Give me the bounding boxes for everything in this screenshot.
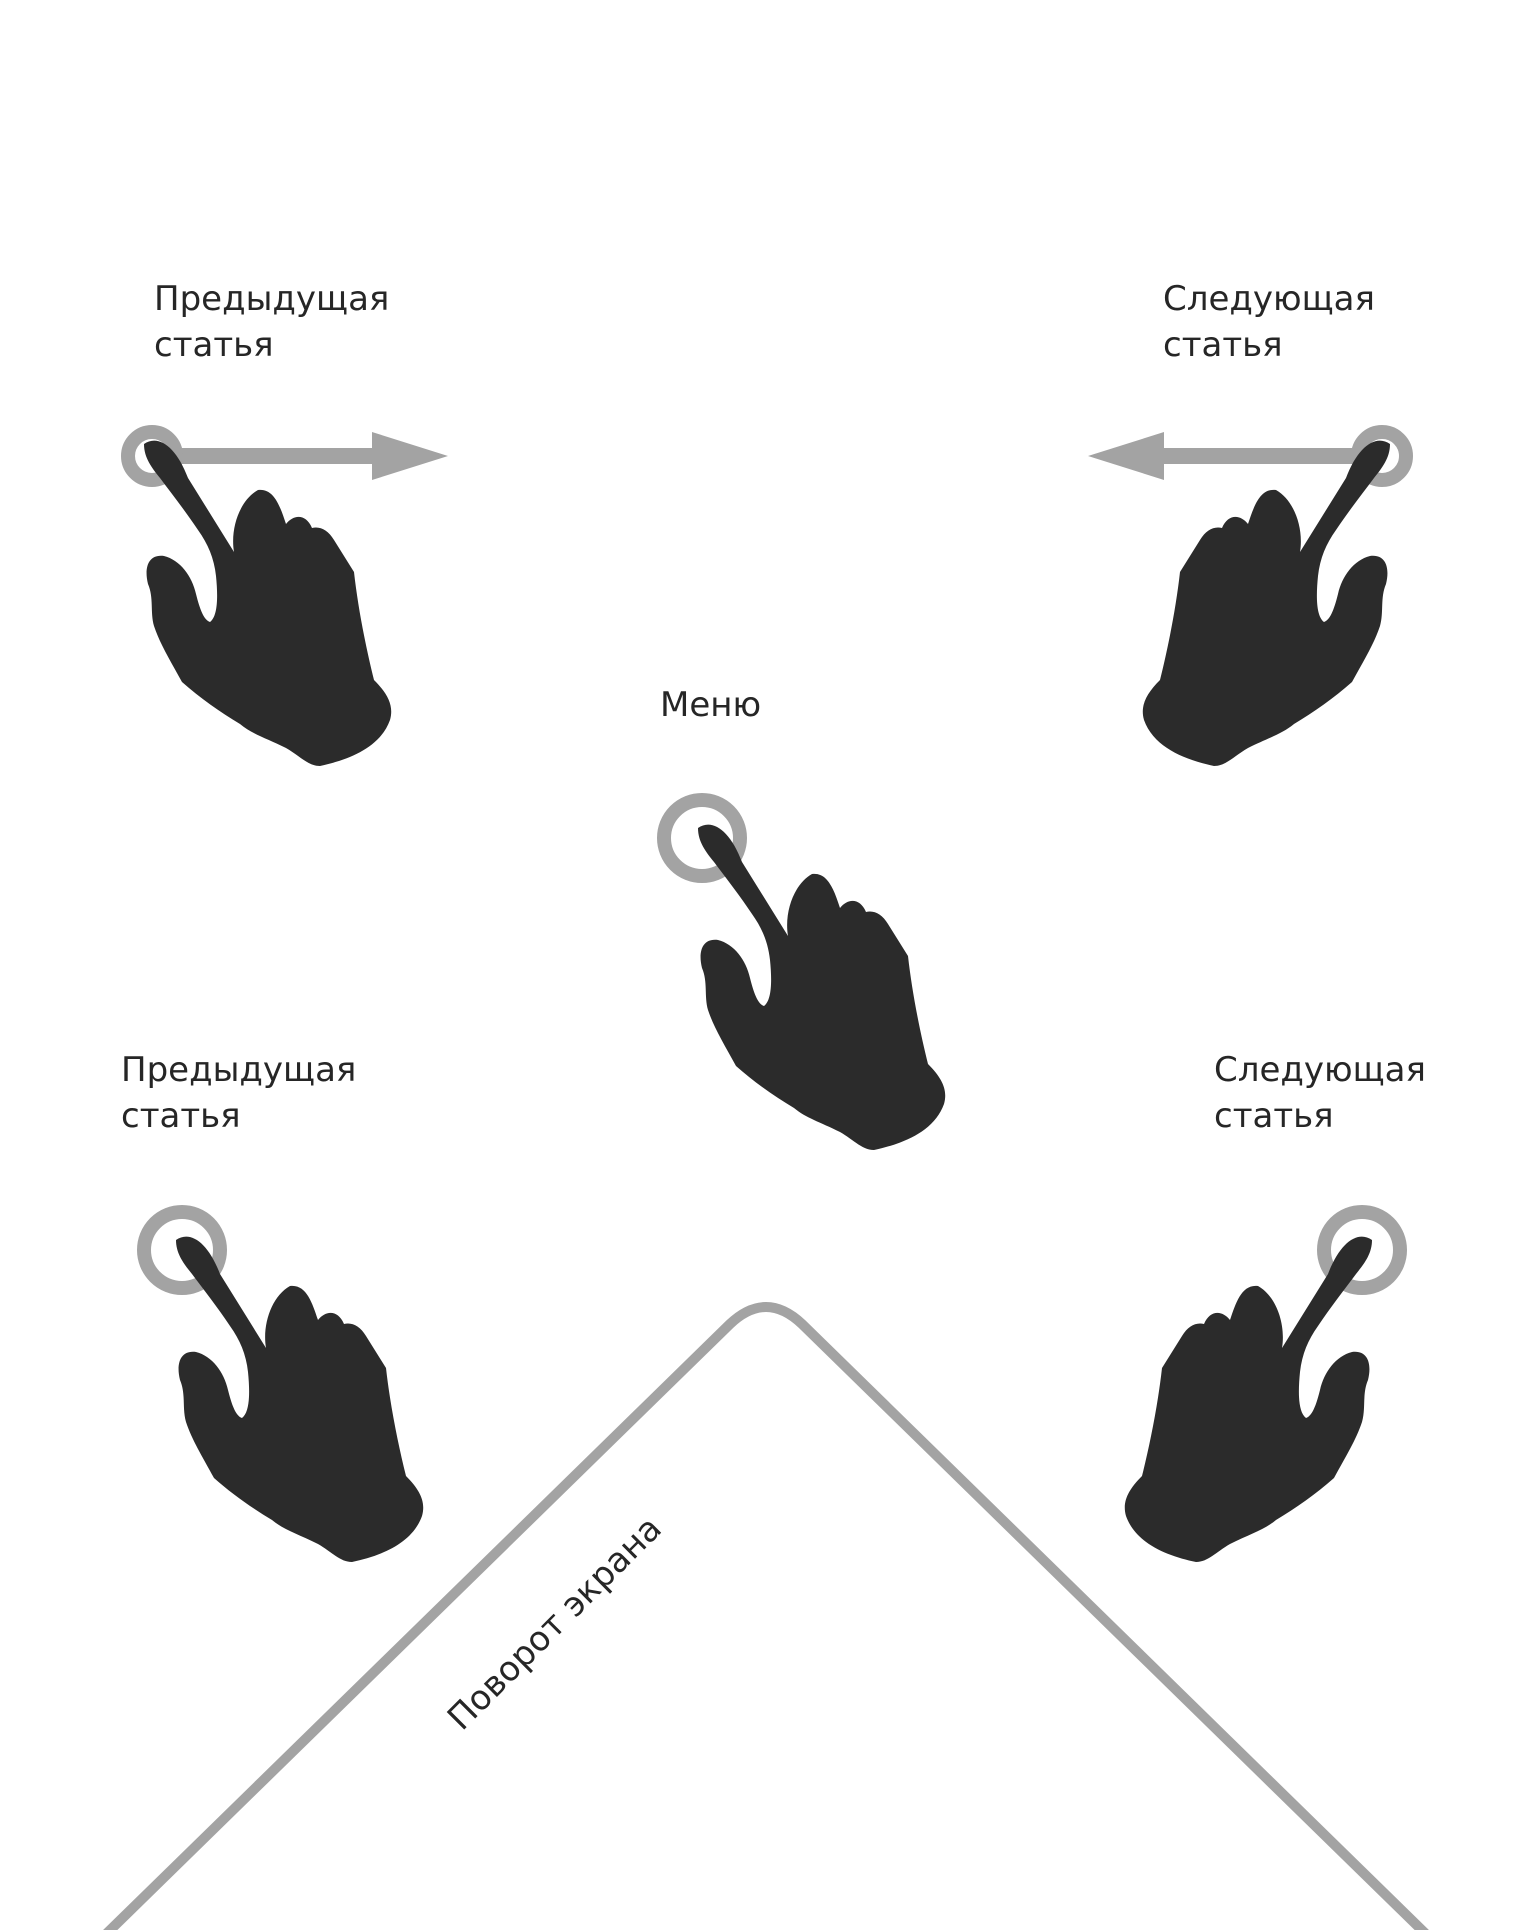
swipe-next-gesture [1088,425,1413,766]
tap-menu-gesture [657,793,946,1150]
tap-ring-icon [137,1205,227,1295]
tap-prev-label: Предыдущая статья [121,1050,357,1136]
swipe-prev-gesture [121,425,448,766]
swipe-left-arrowhead [1088,432,1164,480]
hand-pointer-icon [1124,1236,1372,1562]
tap-next-label: Следующая статья [1214,1050,1426,1136]
tap-next-gesture [1124,1205,1407,1562]
tap-ring-icon [1317,1205,1407,1295]
swipe-right-arrowhead [372,432,448,480]
hand-pointer-icon [1142,440,1390,766]
tap-prev-gesture [137,1205,424,1562]
tap-ring-icon [657,793,747,883]
hand-pointer-icon [698,824,946,1150]
hand-pointer-icon [176,1236,424,1562]
swipe-prev-label: Предыдущая статья [154,279,390,365]
hand-pointer-icon [144,440,392,766]
swipe-next-label: Следующая статья [1163,279,1375,365]
rotate-frame-icon [103,1302,1429,1930]
tap-menu-label: Меню [660,685,762,725]
